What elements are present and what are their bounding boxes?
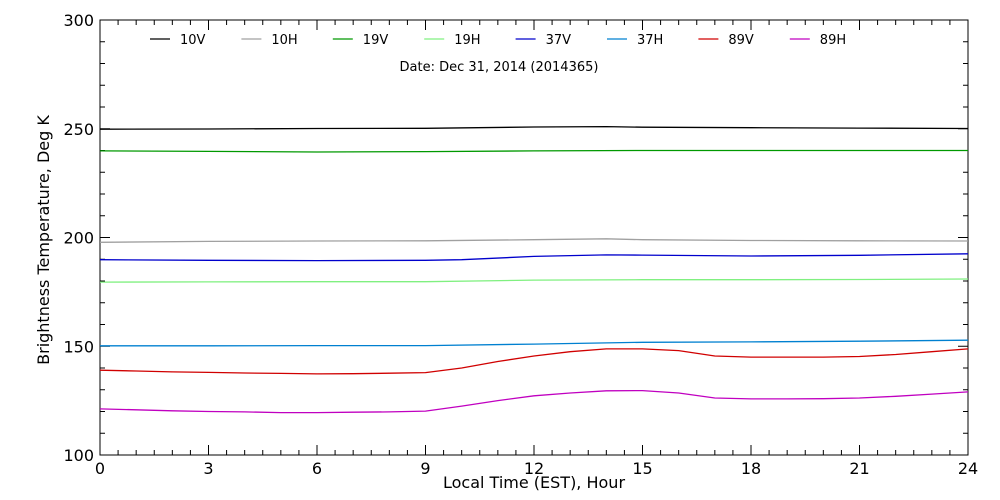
series-line-19h: [99, 278, 969, 283]
series-line-10v: [99, 125, 969, 130]
legend-label-37h: 37H: [637, 33, 663, 48]
x-tick-label: 12: [524, 459, 544, 478]
legend-label-37v: 37V: [546, 33, 572, 48]
x-tick-label: 21: [849, 459, 869, 478]
y-axis-label: Brightness Temperature, Deg K: [34, 115, 53, 365]
plot-frame: [99, 19, 969, 456]
axis-ticks: 0 3 6 9 12 15 18 21 24 100 150 200 250 300: [63, 11, 978, 478]
x-tick-label: 6: [312, 459, 322, 478]
x-tick-label: 0: [95, 459, 105, 478]
series-line-89h: [99, 389, 969, 414]
series-lines: [99, 125, 969, 414]
series-line-89v: [99, 348, 969, 375]
y-tick-label: 100: [63, 446, 94, 465]
series-line-10h: [99, 238, 969, 243]
y-tick-label: 300: [63, 11, 94, 30]
x-tick-label: 18: [741, 459, 761, 478]
series-line-19v: [99, 149, 968, 153]
x-axis-label: Local Time (EST), Hour: [443, 473, 625, 492]
legend-label-19h: 19H: [454, 33, 480, 48]
x-tick-label: 3: [203, 459, 213, 478]
x-tick-label: 9: [420, 459, 430, 478]
legend-label-10v: 10V: [180, 33, 206, 48]
date-annotation: Date: Dec 31, 2014 (2014365): [400, 60, 599, 75]
y-tick-label: 250: [63, 120, 94, 139]
series-line-37v: [99, 253, 969, 262]
x-tick-label: 24: [958, 459, 978, 478]
x-tick-label: 15: [632, 459, 652, 478]
legend-label-10h: 10H: [271, 33, 297, 48]
legend-label-89v: 89V: [728, 33, 754, 48]
legend-label-89h: 89H: [820, 33, 846, 48]
y-tick-label: 200: [63, 229, 94, 248]
legend-label-19v: 19V: [363, 33, 389, 48]
y-tick-label: 150: [63, 337, 94, 356]
series-line-37h: [100, 339, 969, 347]
legend: 10V 10H 19V 19H 37V 37H 89V 89H: [150, 33, 846, 48]
